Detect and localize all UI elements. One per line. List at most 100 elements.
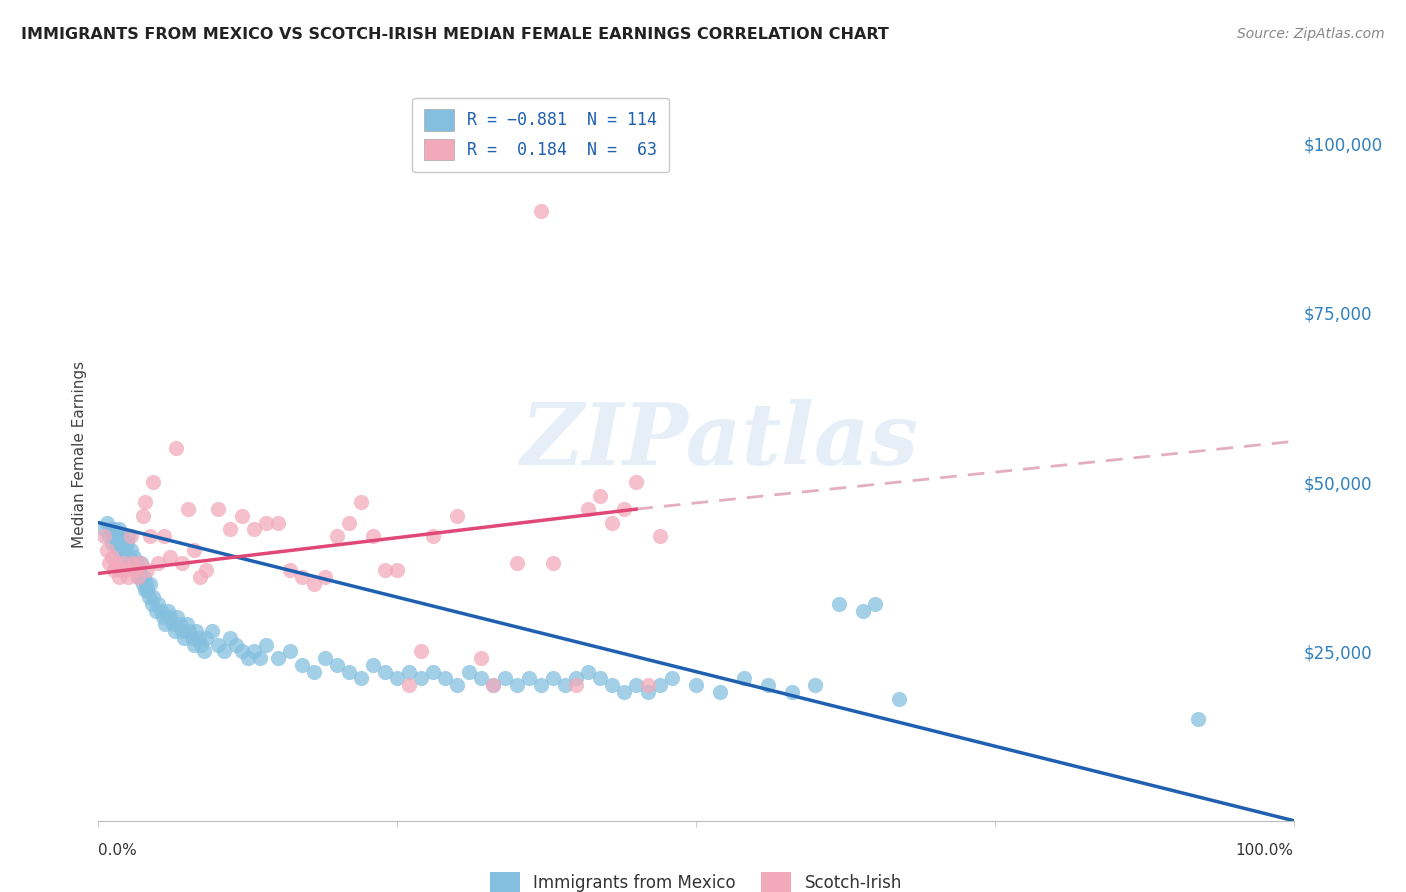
Point xyxy=(129,556,152,570)
Point xyxy=(481,678,505,692)
Point xyxy=(207,638,229,652)
Point xyxy=(179,624,201,638)
Point xyxy=(541,672,564,686)
Point xyxy=(172,624,194,638)
Point xyxy=(112,556,135,570)
Point xyxy=(470,672,492,686)
Point xyxy=(103,523,125,537)
Point xyxy=(193,644,215,658)
Text: 0.0%: 0.0% xyxy=(98,843,138,858)
Point xyxy=(153,529,176,543)
Point xyxy=(112,549,135,564)
Point xyxy=(118,549,141,564)
Point xyxy=(685,678,707,692)
Point xyxy=(565,678,588,692)
Point xyxy=(661,672,683,686)
Point xyxy=(517,672,540,686)
Point xyxy=(529,678,551,692)
Point xyxy=(889,691,911,706)
Point xyxy=(398,678,420,692)
Point xyxy=(127,570,149,584)
Point xyxy=(129,570,152,584)
Point xyxy=(254,516,277,530)
Point xyxy=(142,590,165,604)
Point xyxy=(231,508,253,523)
Point xyxy=(105,556,128,570)
Point xyxy=(709,685,731,699)
Point xyxy=(411,644,433,658)
Point xyxy=(125,556,148,570)
Point xyxy=(104,536,127,550)
Point xyxy=(98,523,122,537)
Point xyxy=(828,597,851,611)
Point xyxy=(173,631,195,645)
Point xyxy=(117,570,139,584)
Point xyxy=(249,651,271,665)
Point xyxy=(458,665,481,679)
Point xyxy=(602,678,624,692)
Point xyxy=(100,549,122,564)
Point xyxy=(115,563,138,577)
Point xyxy=(134,495,156,509)
Point xyxy=(110,542,132,557)
Point xyxy=(96,516,118,530)
Point xyxy=(613,502,636,516)
Point xyxy=(385,563,409,577)
Point xyxy=(132,570,155,584)
Point xyxy=(138,590,160,604)
Point xyxy=(107,542,129,557)
Text: ZIPatlas: ZIPatlas xyxy=(520,399,920,482)
Point xyxy=(863,597,887,611)
Point xyxy=(177,502,200,516)
Point xyxy=(96,542,118,557)
Point xyxy=(350,495,373,509)
Point xyxy=(149,604,172,618)
Point xyxy=(589,672,612,686)
Point xyxy=(207,502,229,516)
Point xyxy=(180,631,202,645)
Point xyxy=(98,556,121,570)
Point xyxy=(190,638,212,652)
Point xyxy=(107,570,129,584)
Point xyxy=(756,678,779,692)
Point xyxy=(576,665,599,679)
Point xyxy=(648,678,672,692)
Point xyxy=(121,556,143,570)
Point xyxy=(422,665,444,679)
Point xyxy=(93,529,115,543)
Point xyxy=(554,678,576,692)
Point xyxy=(98,529,121,543)
Point xyxy=(136,583,159,598)
Point xyxy=(183,542,205,557)
Point xyxy=(411,672,433,686)
Point xyxy=(194,563,218,577)
Point xyxy=(278,644,301,658)
Point xyxy=(637,678,659,692)
Text: IMMIGRANTS FROM MEXICO VS SCOTCH-IRISH MEDIAN FEMALE EARNINGS CORRELATION CHART: IMMIGRANTS FROM MEXICO VS SCOTCH-IRISH M… xyxy=(21,27,889,42)
Point xyxy=(165,441,187,455)
Point xyxy=(433,672,456,686)
Point xyxy=(529,204,551,219)
Point xyxy=(187,631,209,645)
Point xyxy=(576,502,599,516)
Point xyxy=(115,536,138,550)
Point xyxy=(124,549,146,564)
Point xyxy=(101,529,124,543)
Point xyxy=(103,563,125,577)
Point xyxy=(163,624,186,638)
Point xyxy=(494,672,516,686)
Point xyxy=(148,597,170,611)
Point xyxy=(136,563,159,577)
Point xyxy=(267,516,290,530)
Point xyxy=(565,672,588,686)
Point xyxy=(124,563,146,577)
Point xyxy=(169,617,191,632)
Point xyxy=(602,516,624,530)
Point xyxy=(481,678,505,692)
Point xyxy=(326,529,349,543)
Point xyxy=(115,542,138,557)
Point xyxy=(626,678,648,692)
Point xyxy=(120,529,142,543)
Point xyxy=(183,638,205,652)
Point xyxy=(374,563,396,577)
